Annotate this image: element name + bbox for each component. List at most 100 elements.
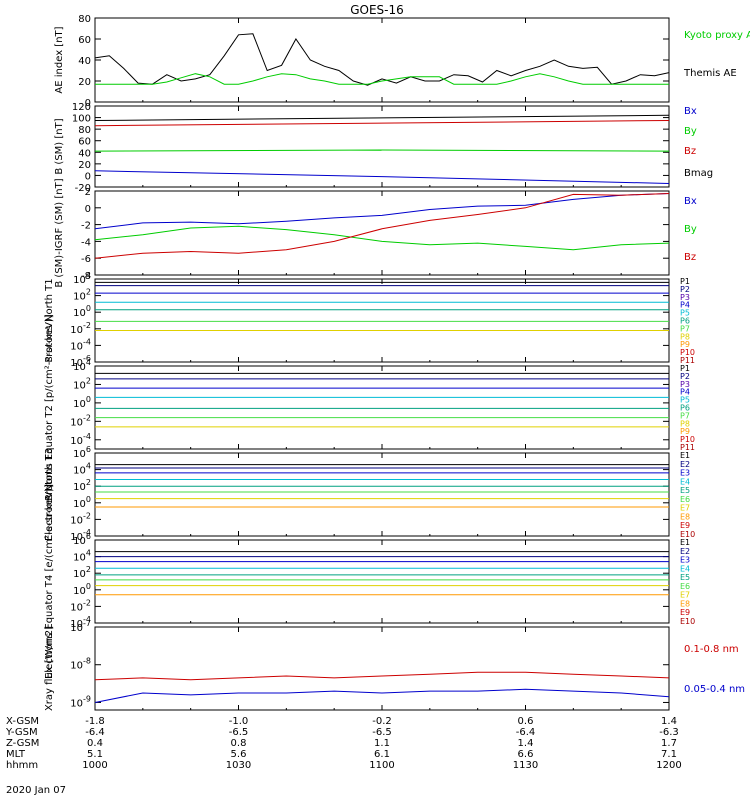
y-tick-label: 0 — [85, 204, 91, 215]
y-tick-label: 20 — [78, 160, 91, 171]
legend-entry: P5 — [680, 396, 690, 405]
x-axis-value: -6.4 — [516, 727, 536, 738]
legend-entry: P5 — [680, 309, 690, 318]
legend-entry: E6 — [680, 582, 690, 591]
legend-entry: Bx — [684, 196, 697, 207]
y-tick-label: 102 — [73, 288, 91, 303]
legend-entry: P10 — [680, 348, 695, 357]
y-axis-label: B (SM) [nT] — [54, 118, 65, 174]
y-tick-label: -8 — [81, 271, 91, 282]
y-axis-label: Protons North T1 — [44, 278, 55, 362]
y-tick-label: 60 — [78, 35, 91, 46]
y-tick-label: -4 — [81, 237, 91, 248]
legend-entry: P8 — [680, 419, 690, 428]
series-line-bz — [94, 120, 670, 127]
y-tick-label: 2 — [85, 187, 91, 198]
legend-entry: P1 — [680, 277, 690, 286]
series-line-themis-ae — [94, 33, 670, 86]
y-tick-label: -6 — [81, 254, 91, 265]
y-axis-label: AE index [nT] — [54, 26, 65, 93]
y-tick-label: 0 — [85, 98, 91, 109]
y-tick-exponent: 4 — [86, 462, 91, 471]
y-tick-exponent: 0 — [86, 582, 91, 591]
legend-entry: E5 — [680, 486, 690, 495]
legend-entry: P11 — [680, 356, 695, 365]
series-line-by — [94, 149, 670, 152]
x-axis-value: 5.6 — [231, 749, 247, 760]
legend-entry: E9 — [680, 521, 690, 530]
x-axis-row-label: Y-GSM — [5, 727, 38, 738]
y-tick-label: 10-9 — [70, 694, 91, 709]
legend-entry: E7 — [680, 504, 690, 513]
legend-entry: E10 — [680, 530, 695, 539]
y-tick-exponent: -4 — [83, 615, 91, 624]
y-tick-label: 80 — [78, 125, 91, 136]
legend-entry: E2 — [680, 460, 690, 469]
legend-entry: P2 — [680, 285, 690, 294]
y-tick-label: 10-2 — [70, 511, 91, 526]
legend-entry: E1 — [680, 538, 690, 547]
x-axis-value: -6.4 — [85, 727, 105, 738]
y-tick-label: 106 — [73, 445, 91, 460]
y-tick-exponent: -4 — [83, 337, 91, 346]
y-tick-label: 104 — [73, 462, 91, 477]
legend-entry: E6 — [680, 495, 690, 504]
x-axis-value: 1.4 — [661, 716, 677, 727]
y-axis-label: Electrons North T3 — [44, 448, 55, 541]
x-axis-value: -0.2 — [372, 716, 392, 727]
y-tick-label: 100 — [73, 495, 91, 510]
y-tick-label: 10-8 — [70, 657, 91, 672]
series-line-by — [94, 225, 670, 251]
legend-entry: P6 — [680, 317, 690, 326]
legend-entry: 0.05-0.4 nm — [684, 684, 745, 695]
x-axis-row-label: hhmm — [6, 760, 38, 771]
x-axis-row-label: X-GSM — [6, 716, 39, 727]
y-tick-label: 100 — [73, 304, 91, 319]
legend-entry: P9 — [680, 340, 690, 349]
y-tick-label: 10-4 — [70, 337, 91, 352]
y-tick-exponent: -4 — [83, 528, 91, 537]
panel-frame — [94, 190, 670, 276]
panel-frame — [94, 626, 670, 711]
x-axis-row-label: MLT — [6, 749, 26, 760]
legend-entry: P6 — [680, 404, 690, 413]
x-axis-value: 5.1 — [87, 749, 103, 760]
x-axis-value: -6.3 — [659, 727, 679, 738]
legend-entry: E1 — [680, 451, 690, 460]
legend-entry: P1 — [680, 364, 690, 373]
y-tick-label: 0 — [85, 171, 91, 182]
x-axis-value: -6.5 — [229, 727, 249, 738]
y-tick-exponent: -2 — [83, 413, 91, 422]
legend-entry: Bx — [684, 106, 697, 117]
x-axis-value: -6.5 — [372, 727, 392, 738]
series-line-bx — [94, 170, 670, 184]
date-label: 2020 Jan 07 — [6, 785, 66, 796]
y-tick-exponent: -9 — [83, 694, 91, 703]
y-tick-label: 100 — [73, 395, 91, 410]
y-axis-label: B (SM)-IGRF (SM) [nT] — [54, 178, 65, 287]
legend-entry: E10 — [680, 617, 695, 626]
x-axis-value: -1.0 — [229, 716, 249, 727]
figure-title: GOES-16 — [350, 3, 404, 17]
x-axis-row-label: Z-GSM — [6, 738, 39, 749]
legend-entry: Bmag — [684, 168, 713, 179]
x-axis-value: -1.8 — [85, 716, 105, 727]
y-tick-label: 10-2 — [70, 413, 91, 428]
y-tick-label: 80 — [78, 14, 91, 25]
legend-entry: E8 — [680, 512, 690, 521]
y-tick-label: 10-2 — [70, 321, 91, 336]
legend-entry: P10 — [680, 435, 695, 444]
x-axis-value: 0.4 — [87, 738, 103, 749]
x-axis-value: 0.6 — [518, 716, 534, 727]
series-line-bmag — [94, 114, 670, 121]
legend-entry: Themis AE — [683, 68, 737, 79]
y-tick-label: 102 — [73, 376, 91, 391]
y-tick-exponent: -6 — [83, 354, 91, 363]
y-tick-label: 102 — [73, 565, 91, 580]
x-axis-value: 1030 — [226, 760, 251, 771]
